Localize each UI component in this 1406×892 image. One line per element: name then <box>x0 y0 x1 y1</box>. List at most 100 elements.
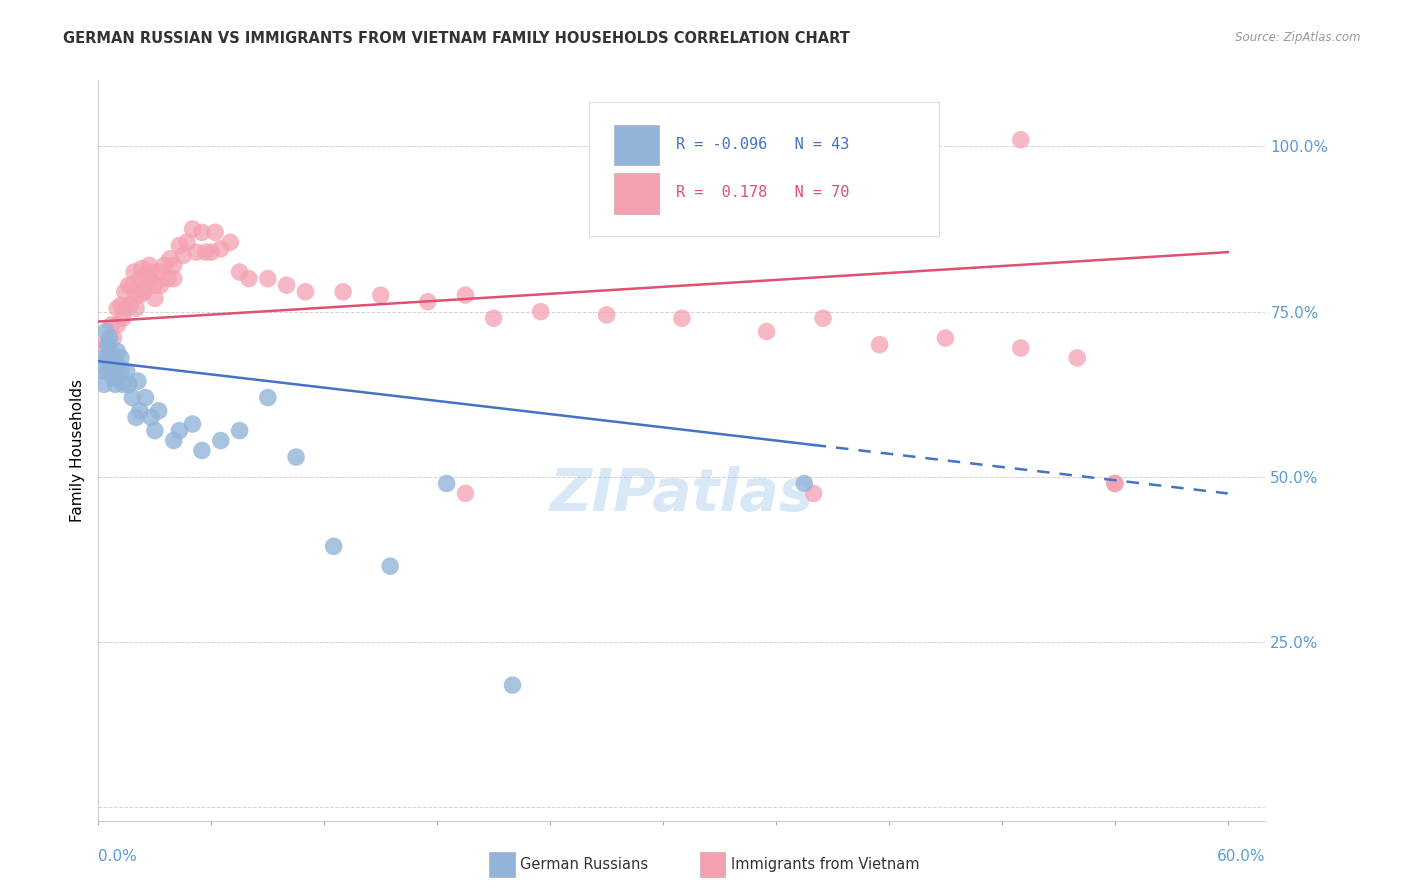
Point <box>416 294 439 309</box>
Point <box>811 311 834 326</box>
Point <box>100 318 122 332</box>
Text: Source: ZipAtlas.com: Source: ZipAtlas.com <box>1236 31 1361 45</box>
Point <box>131 261 153 276</box>
Point <box>120 298 142 312</box>
Point <box>134 281 156 295</box>
Point <box>186 245 208 260</box>
Point <box>793 476 815 491</box>
Point <box>128 271 150 285</box>
Point <box>219 235 242 250</box>
Point <box>97 337 120 351</box>
Point <box>115 301 138 316</box>
Point <box>169 424 191 438</box>
FancyBboxPatch shape <box>589 103 939 235</box>
Text: R = -0.096   N = 43: R = -0.096 N = 43 <box>676 137 849 153</box>
Point <box>125 301 148 316</box>
Point <box>103 370 125 384</box>
Point <box>122 265 145 279</box>
Point <box>934 331 956 345</box>
Point <box>194 245 217 260</box>
Point <box>121 278 143 293</box>
Point <box>110 351 132 365</box>
Point <box>153 259 176 273</box>
Point <box>148 404 170 418</box>
Point <box>103 354 125 368</box>
FancyBboxPatch shape <box>614 125 658 165</box>
Point <box>755 325 778 339</box>
Point <box>163 434 186 448</box>
Point <box>94 325 117 339</box>
Point <box>93 351 115 365</box>
Point <box>138 259 160 273</box>
Point <box>138 271 160 285</box>
Point <box>332 285 354 299</box>
Point <box>191 443 214 458</box>
Point <box>370 288 392 302</box>
Point <box>110 298 132 312</box>
Point <box>285 450 308 464</box>
FancyBboxPatch shape <box>614 173 658 213</box>
Point <box>97 337 120 351</box>
Point <box>149 278 172 293</box>
Point <box>502 678 524 692</box>
Point <box>256 271 278 285</box>
Point <box>595 308 617 322</box>
Point <box>1010 133 1032 147</box>
Point <box>134 391 156 405</box>
Point <box>111 311 134 326</box>
Point <box>134 268 156 283</box>
Text: Immigrants from Vietnam: Immigrants from Vietnam <box>731 857 920 871</box>
Point <box>169 238 191 252</box>
Point <box>97 351 120 365</box>
Point <box>163 271 186 285</box>
Point <box>176 235 198 250</box>
Point <box>803 486 825 500</box>
Text: ZIPatlas: ZIPatlas <box>550 467 814 524</box>
Point <box>200 245 222 260</box>
Point <box>117 377 139 392</box>
Point <box>454 288 477 302</box>
Point <box>172 248 194 262</box>
Point <box>128 404 150 418</box>
Point <box>128 288 150 302</box>
Point <box>139 410 162 425</box>
Point <box>127 374 149 388</box>
Point <box>105 344 128 359</box>
Point <box>209 434 232 448</box>
Point <box>98 331 121 345</box>
Point <box>125 288 148 302</box>
Point <box>228 265 250 279</box>
Point <box>117 278 139 293</box>
Point <box>93 364 115 378</box>
Point <box>157 271 180 285</box>
Point <box>228 424 250 438</box>
Point <box>322 539 344 553</box>
Point <box>181 417 204 431</box>
Point <box>121 391 143 405</box>
Point <box>482 311 505 326</box>
Point <box>191 225 214 239</box>
Point <box>148 265 170 279</box>
Point <box>436 476 458 491</box>
Point <box>1010 341 1032 355</box>
Text: GERMAN RUSSIAN VS IMMIGRANTS FROM VIETNAM FAMILY HOUSEHOLDS CORRELATION CHART: GERMAN RUSSIAN VS IMMIGRANTS FROM VIETNA… <box>63 31 851 46</box>
Point <box>104 377 127 392</box>
Point <box>276 278 298 293</box>
Text: German Russians: German Russians <box>520 857 648 871</box>
Point <box>132 285 155 299</box>
Point <box>125 410 148 425</box>
Point <box>114 285 136 299</box>
Point <box>105 358 128 372</box>
Point <box>380 559 402 574</box>
Point <box>1104 476 1126 491</box>
Point <box>110 364 132 378</box>
Text: 60.0%: 60.0% <box>1218 849 1265 864</box>
Point <box>294 285 316 299</box>
Point <box>115 364 138 378</box>
Point <box>93 377 115 392</box>
Point <box>100 360 122 375</box>
Point <box>143 424 166 438</box>
Point <box>1066 351 1088 365</box>
Point <box>93 337 115 351</box>
Point <box>204 225 226 239</box>
